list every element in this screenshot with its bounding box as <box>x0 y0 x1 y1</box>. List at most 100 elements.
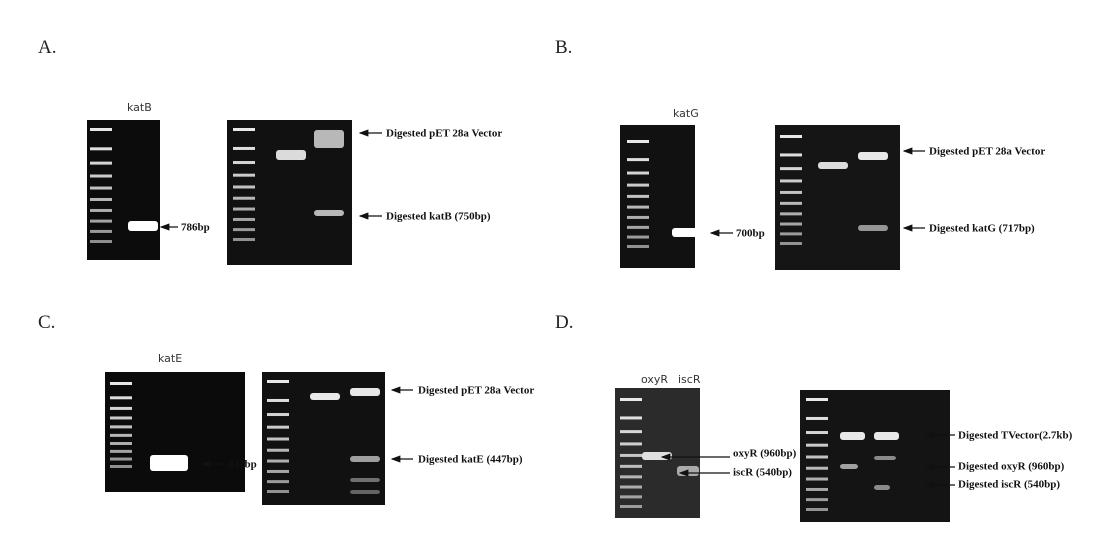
ladder-band <box>110 465 132 468</box>
ladder-band <box>110 457 132 461</box>
panel-label: A. <box>38 37 56 58</box>
ladder-band <box>627 171 649 175</box>
dna-band <box>874 456 896 460</box>
ladder-band <box>780 135 802 138</box>
dna-band <box>314 130 344 148</box>
ladder-band <box>267 480 289 484</box>
ladder-band <box>780 222 802 226</box>
ladder-band <box>620 430 642 434</box>
dna-band <box>276 150 306 160</box>
dna-band <box>874 485 890 490</box>
panel-label: C. <box>38 312 55 333</box>
ladder-band <box>627 194 649 198</box>
dna-band <box>128 221 158 231</box>
ladder-band <box>90 229 112 233</box>
annotation: Digested katG (717bp) <box>929 223 1035 235</box>
dna-band <box>350 456 380 462</box>
annotation: Digested iscR (540bp) <box>958 479 1060 491</box>
ladder-band <box>806 416 828 420</box>
dna-band <box>350 388 380 396</box>
ladder-band <box>90 219 112 223</box>
ladder-band <box>110 433 132 437</box>
band-label: 700bp <box>736 228 765 240</box>
ladder-band <box>806 455 828 459</box>
ladder-band <box>620 485 642 489</box>
ladder-band <box>233 196 255 200</box>
ladder-band <box>620 495 642 499</box>
ladder-band <box>233 207 255 211</box>
ladder-band <box>267 380 289 383</box>
dna-band <box>350 478 380 482</box>
ladder-band <box>233 146 255 150</box>
ladder-band <box>233 173 255 177</box>
ladder-band <box>233 161 255 165</box>
ladder-band <box>627 235 649 239</box>
dna-band <box>840 464 858 469</box>
ladder-band <box>110 396 132 400</box>
annotation: Digested katE (447bp) <box>418 454 523 466</box>
ladder-band <box>267 459 289 463</box>
ladder-band <box>780 242 802 245</box>
ladder-band <box>780 212 802 216</box>
dna-band <box>314 210 344 216</box>
ladder-band <box>806 508 828 511</box>
band-label: 786bp <box>181 222 210 234</box>
dna-band <box>350 490 380 494</box>
ladder-band <box>90 161 112 165</box>
ladder-band <box>627 245 649 248</box>
ladder-band <box>806 466 828 470</box>
annotation: Digested pET 28a Vector <box>386 128 502 140</box>
ladder-band <box>780 232 802 236</box>
ladder-band <box>90 128 112 131</box>
ladder-band <box>233 217 255 221</box>
annotation: Digested pET 28a Vector <box>929 146 1045 158</box>
gel-label: katG <box>673 107 699 120</box>
band-label: iscR (540bp) <box>733 467 792 479</box>
ladder-band <box>620 398 642 401</box>
ladder-band <box>90 197 112 201</box>
ladder-band <box>110 406 132 410</box>
ladder-band <box>110 449 132 453</box>
band-label: 447bp <box>228 459 257 471</box>
ladder-band <box>233 228 255 232</box>
gel <box>105 372 245 492</box>
ladder-band <box>620 464 642 468</box>
ladder-band <box>780 167 802 171</box>
ladder-band <box>267 413 289 417</box>
gel-images <box>87 120 950 522</box>
annotation: Digested pET 28a Vector <box>418 385 534 397</box>
dna-band <box>677 466 699 476</box>
ladder-band <box>90 174 112 178</box>
ladder-band <box>620 416 642 420</box>
ladder-band <box>90 147 112 151</box>
ladder-band <box>806 487 828 491</box>
panel-label: B. <box>555 37 572 58</box>
ladder-band <box>90 240 112 243</box>
ladder-band <box>267 425 289 429</box>
ladder-band <box>620 453 642 457</box>
ladder-band <box>110 425 132 429</box>
ladder-band <box>110 382 132 385</box>
ladder-band <box>627 140 649 143</box>
annotation: Digested TVector(2.7kb) <box>958 430 1073 442</box>
ladder-band <box>620 442 642 446</box>
dna-band <box>642 452 672 460</box>
band-label: oxyR (960bp) <box>733 448 797 460</box>
ladder-band <box>627 215 649 219</box>
ladder-band <box>267 437 289 441</box>
ladder-band <box>267 448 289 452</box>
gel-label: oxyR <box>641 373 668 386</box>
ladder-band <box>267 398 289 402</box>
ladder-band <box>780 190 802 194</box>
dna-band <box>840 432 865 440</box>
ladder-band <box>806 443 828 447</box>
ladder-band <box>806 498 828 502</box>
ladder-band <box>110 442 132 446</box>
panel-label: D. <box>555 312 573 333</box>
ladder-band <box>627 225 649 229</box>
ladder-band <box>233 128 255 131</box>
ladder-band <box>780 153 802 157</box>
dna-band <box>310 393 340 400</box>
ladder-band <box>110 416 132 420</box>
